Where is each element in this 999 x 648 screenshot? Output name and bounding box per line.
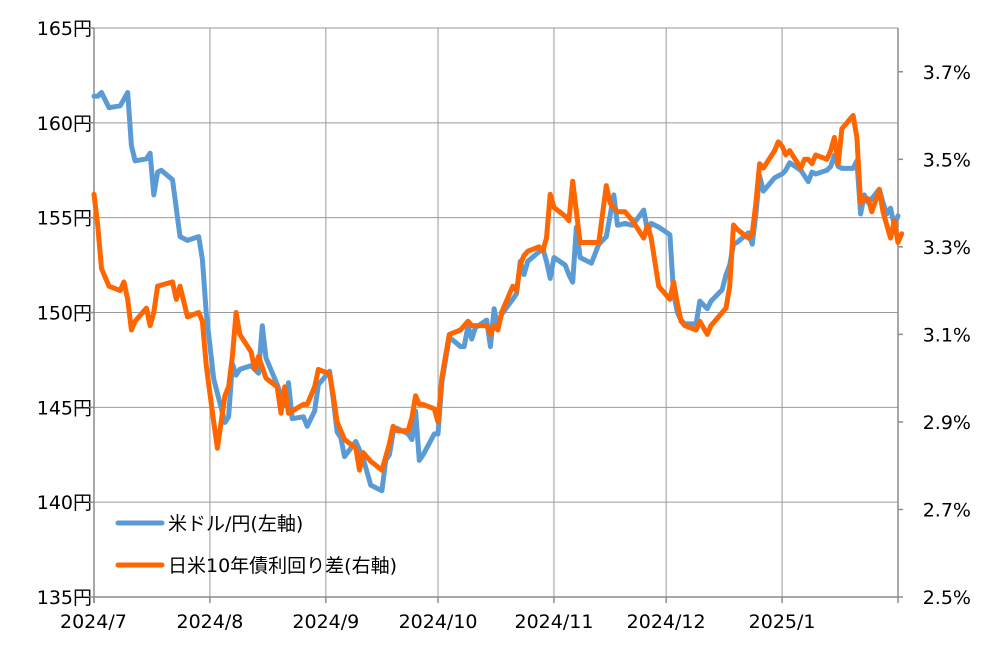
axes (93, 28, 899, 603)
legend-label-usdjpy: 米ドル/円(左軸) (168, 513, 303, 535)
x-tick-label: 2025/1 (749, 611, 816, 633)
right-tick-label: 2.7% (923, 499, 971, 521)
right-tick-label: 3.7% (923, 62, 971, 84)
left-tick-label: 150円 (37, 303, 92, 325)
series-line-usdjpy (91, 90, 901, 494)
series-line-yield-spread (91, 113, 905, 473)
x-tick-label: 2024/12 (627, 611, 706, 633)
right-tick-label: 3.3% (923, 237, 971, 259)
x-axis-tick-labels: 2024/7 2024/8 2024/9 2024/10 2024/11 2024/12 2… (60, 597, 815, 633)
x-tick-label: 2024/9 (292, 611, 359, 633)
left-tick-label: 165円 (37, 18, 92, 40)
right-tick-label: 3.5% (923, 149, 971, 171)
x-tick-label: 2024/8 (177, 611, 244, 633)
right-axis-tick-labels: 2.5% 2.7% 2.9% 3.1% 3.3% 3.5% 3.7% (898, 62, 971, 609)
left-tick-label: 160円 (37, 113, 92, 135)
left-tick-label: 140円 (37, 492, 92, 514)
x-tick-label: 2024/10 (399, 611, 478, 633)
left-tick-label: 145円 (37, 397, 92, 419)
series-layer (91, 90, 905, 494)
x-tick-label: 2024/11 (514, 611, 593, 633)
left-axis-tick-labels: 135円 140円 145円 150円 155円 160円 165円 (37, 18, 94, 609)
legend-label-yield-spread: 日米10年債利回り差(右軸) (168, 555, 397, 577)
legend: 米ドル/円(左軸) 日米10年債利回り差(右軸) (115, 513, 397, 577)
x-tick-label: 2024/7 (60, 611, 127, 633)
right-tick-label: 3.1% (923, 324, 971, 346)
left-tick-label: 135円 (37, 587, 92, 609)
right-tick-label: 2.9% (923, 412, 971, 434)
left-tick-label: 155円 (37, 208, 92, 230)
right-tick-label: 2.5% (923, 587, 971, 609)
